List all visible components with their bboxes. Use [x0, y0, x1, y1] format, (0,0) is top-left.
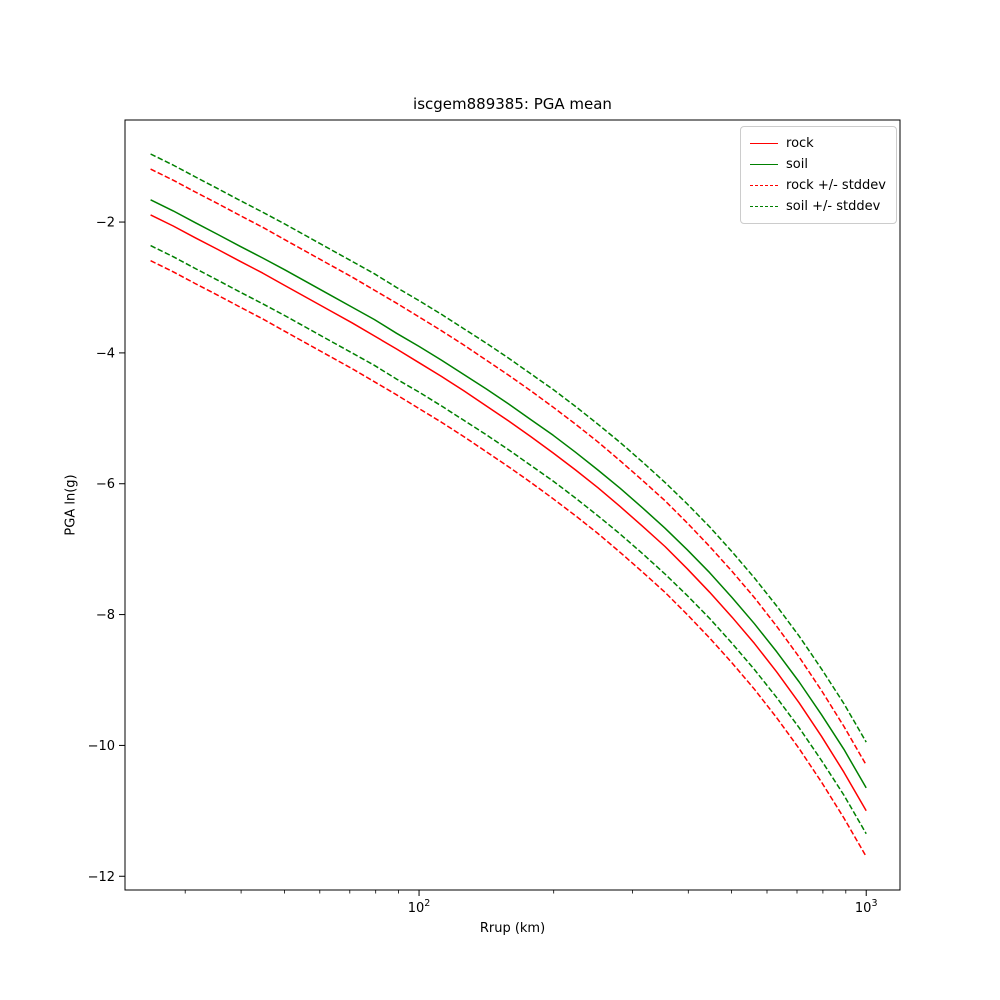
legend-line-sample: [750, 143, 779, 144]
series-soil-plus-stddev-line: [150, 153, 867, 743]
y-axis: −2 −4 −6 −8 −10 −12: [88, 216, 125, 885]
legend-line-sample: [750, 185, 779, 186]
y-tick-label: −2: [96, 216, 115, 231]
legend-label: rock: [786, 136, 814, 151]
legend: rock soil rock +/- stddev soil +/- stddev: [740, 126, 897, 224]
x-axis-minor-ticks: [184, 890, 847, 894]
x-tick-label: 102: [408, 898, 431, 916]
y-tick-label: −6: [96, 477, 115, 492]
x-axis: 102 103: [408, 890, 878, 916]
y-axis-label: PGA ln(g): [63, 474, 79, 536]
legend-line-sample: [750, 206, 779, 207]
legend-line-sample: [750, 164, 779, 165]
legend-item-1: soil: [750, 154, 886, 175]
legend-item-0: rock: [750, 133, 886, 154]
x-tick-label: 103: [855, 898, 878, 916]
y-tick-label: −10: [88, 739, 115, 754]
legend-item-3: soil +/- stddev: [750, 196, 886, 217]
legend-label: soil: [786, 157, 808, 172]
y-tick-label: −4: [96, 346, 115, 361]
series-rock-plus-stddev-line: [150, 168, 867, 766]
series-rock-mean-line: [150, 214, 867, 812]
legend-label: soil +/- stddev: [786, 199, 881, 214]
plot-border: [124, 119, 901, 891]
legend-item-2: rock +/- stddev: [750, 175, 886, 196]
y-tick-label: −12: [88, 870, 115, 885]
legend-label: rock +/- stddev: [786, 178, 886, 193]
series-rock-minus-stddev-line: [150, 260, 867, 857]
y-tick-label: −8: [96, 608, 115, 623]
chart-title: iscgem889385: PGA mean: [413, 95, 612, 113]
series-soil-minus-stddev-line: [150, 244, 867, 835]
x-axis-label: Rrup (km): [479, 921, 546, 936]
series-soil-mean-line: [150, 199, 867, 789]
